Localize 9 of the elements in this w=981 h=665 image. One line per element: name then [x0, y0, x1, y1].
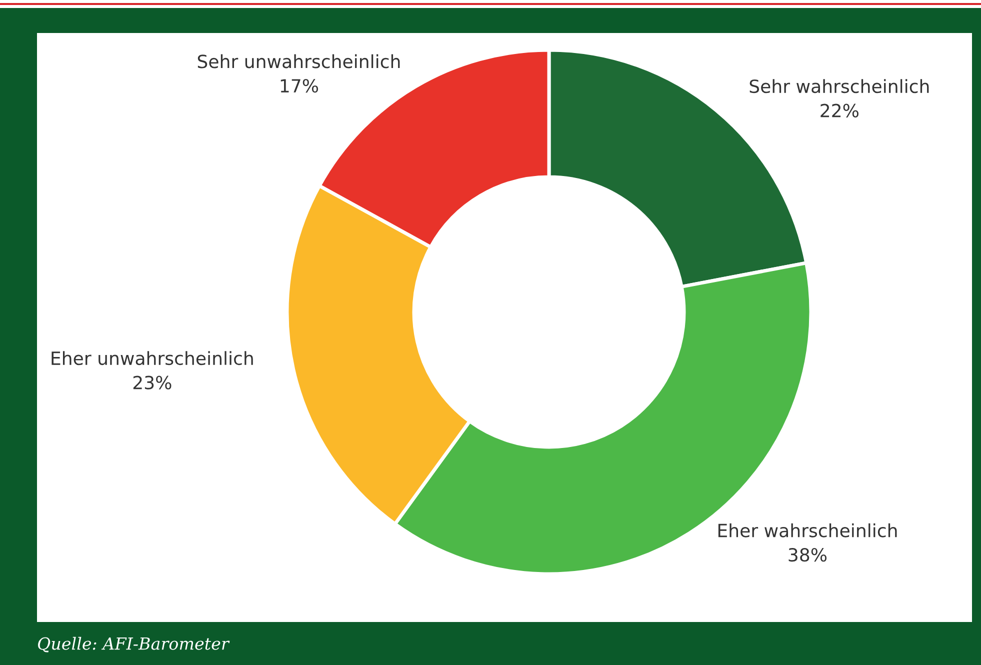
data-label: 23% [133, 376, 172, 390]
data-label: 17% [280, 78, 318, 93]
source-note: Quelle: AFI-Barometer [38, 636, 230, 652]
data-label: 38% [788, 548, 827, 562]
data-label: 22% [820, 104, 858, 118]
slice-label: Eher unwahrscheinlich [52, 351, 253, 366]
slice-label: Sehr wahrscheinlich [750, 79, 929, 94]
slice-label: Eher wahrscheinlich [718, 523, 897, 538]
slice-label: Sehr unwahrscheinlich [198, 54, 400, 68]
